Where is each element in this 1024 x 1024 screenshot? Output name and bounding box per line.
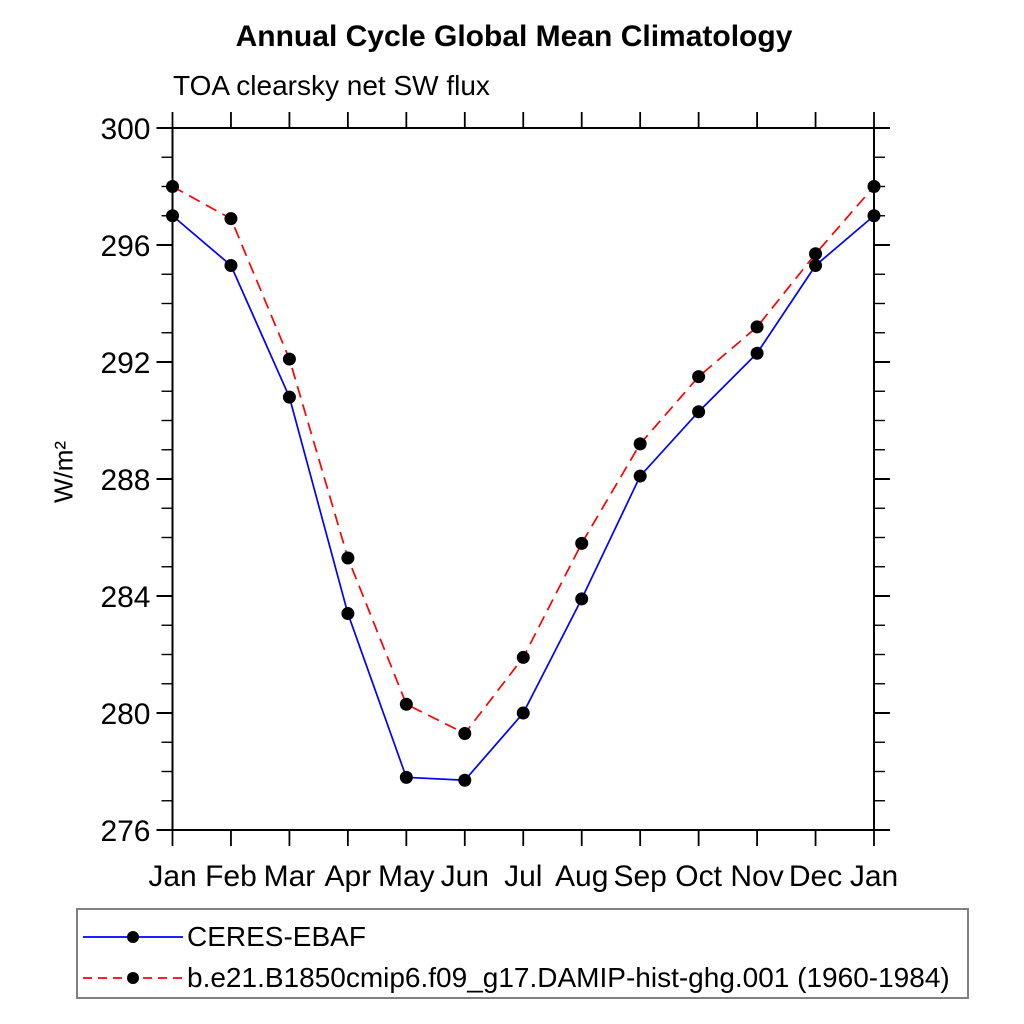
y-tick-label: 288 bbox=[100, 464, 150, 497]
x-tick-label: May bbox=[378, 860, 435, 893]
y-tick-label: 284 bbox=[100, 581, 150, 614]
x-tick-label: Sep bbox=[613, 860, 666, 893]
data-point-series-1 bbox=[809, 247, 823, 261]
y-tick-label: 276 bbox=[100, 815, 150, 848]
data-point-series-1 bbox=[224, 212, 238, 226]
legend-label-obs: CERES-EBAF bbox=[187, 921, 366, 952]
data-point-series-1 bbox=[341, 551, 355, 565]
x-tick-label: Feb bbox=[205, 860, 257, 893]
legend-item-model: b.e21.B1850cmip6.f09_g17.DAMIP-hist-ghg.… bbox=[81, 960, 950, 996]
series-line-0 bbox=[171, 215, 875, 782]
x-tick-label: Apr bbox=[325, 860, 372, 893]
data-point-series-1 bbox=[458, 726, 472, 740]
x-tick-label: Mar bbox=[264, 860, 316, 893]
x-tick-label: Jun bbox=[441, 860, 489, 893]
data-point-series-0 bbox=[867, 209, 881, 223]
data-point-series-0 bbox=[166, 209, 179, 223]
data-point-series-0 bbox=[750, 346, 764, 360]
x-tick-label: Oct bbox=[675, 860, 722, 893]
data-point-series-1 bbox=[516, 650, 530, 664]
legend-line-sample-solid bbox=[83, 931, 183, 943]
data-point-series-0 bbox=[224, 258, 238, 272]
data-point-series-0 bbox=[809, 258, 823, 272]
legend-sample-marker bbox=[127, 931, 139, 943]
chart-title: Annual Cycle Global Mean Climatology bbox=[235, 20, 793, 53]
y-tick-label: 292 bbox=[100, 347, 150, 380]
y-tick-label: 280 bbox=[100, 698, 150, 731]
data-point-series-1 bbox=[750, 320, 764, 334]
data-point-series-0 bbox=[633, 469, 647, 483]
data-point-series-0 bbox=[575, 592, 589, 606]
x-tick-label: Jan bbox=[148, 860, 196, 893]
data-point-series-1 bbox=[867, 180, 881, 193]
chart-subtitle: TOA clearsky net SW flux bbox=[173, 70, 490, 101]
plot-border bbox=[171, 127, 875, 831]
data-point-series-1 bbox=[633, 437, 647, 451]
x-tick-label: Jul bbox=[504, 860, 542, 893]
x-tick-label: Jan bbox=[850, 860, 898, 893]
data-point-series-1 bbox=[399, 697, 413, 711]
data-point-series-0 bbox=[282, 390, 296, 404]
data-point-series-0 bbox=[458, 773, 472, 787]
y-tick-label: 296 bbox=[100, 230, 150, 263]
legend-sample-marker bbox=[127, 972, 139, 984]
legend-item-obs: CERES-EBAF bbox=[81, 919, 366, 955]
data-point-series-0 bbox=[399, 770, 413, 784]
data-point-series-1 bbox=[692, 370, 706, 384]
legend-label-model: b.e21.B1850cmip6.f09_g17.DAMIP-hist-ghg.… bbox=[187, 962, 950, 993]
x-tick-label: Aug bbox=[555, 860, 608, 893]
data-point-series-0 bbox=[341, 607, 355, 621]
legend-line-sample-dashed bbox=[83, 972, 183, 984]
y-tick-label: 300 bbox=[100, 113, 150, 146]
legend: CERES-EBAF b.e21.B1850cmip6.f09_g17.DAMI… bbox=[76, 908, 969, 999]
x-tick-label: Dec bbox=[789, 860, 842, 893]
data-point-series-1 bbox=[166, 180, 179, 193]
data-point-series-0 bbox=[692, 405, 706, 419]
x-tick-label: Nov bbox=[730, 860, 783, 893]
data-point-series-0 bbox=[516, 706, 530, 720]
data-point-series-1 bbox=[575, 536, 589, 550]
data-point-series-1 bbox=[282, 352, 296, 366]
